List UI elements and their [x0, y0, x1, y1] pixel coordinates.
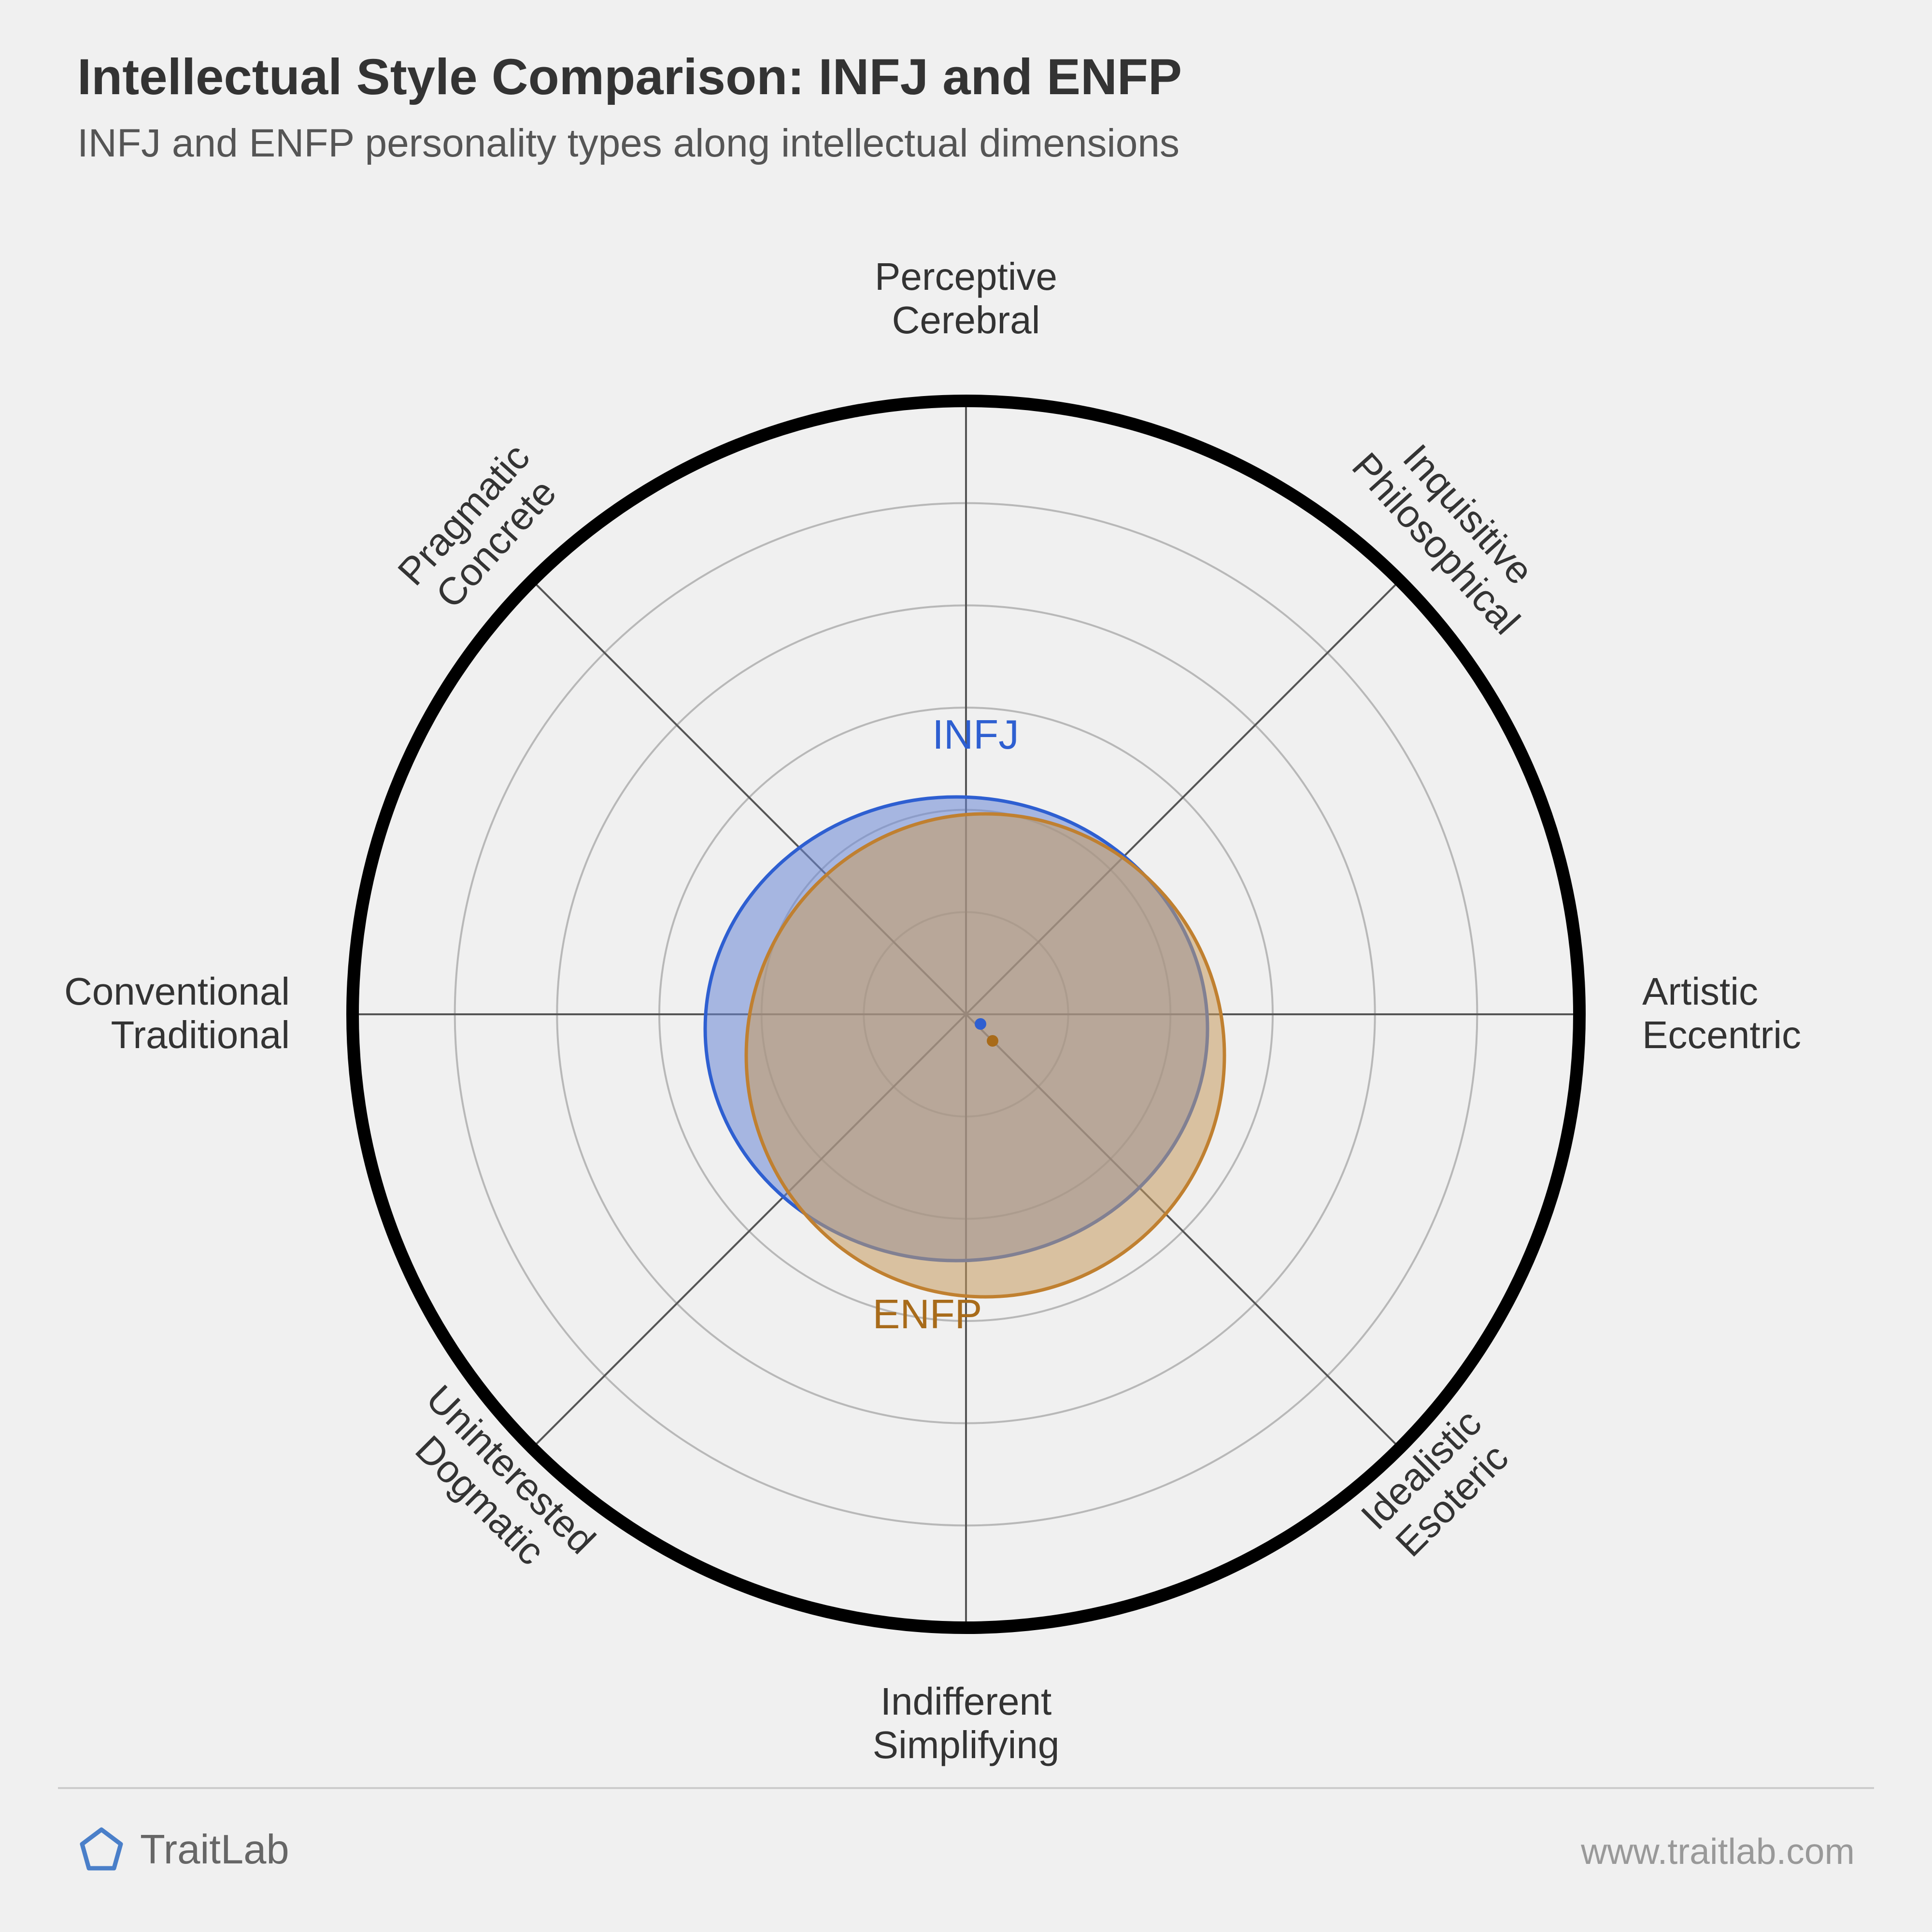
svg-text:Conventional: Conventional: [64, 970, 290, 1013]
chart-subtitle: INFJ and ENFP personality types along in…: [77, 121, 1179, 166]
page-root: Intellectual Style Comparison: INFJ and …: [0, 0, 1932, 1932]
svg-text:Eccentric: Eccentric: [1642, 1013, 1801, 1056]
brand-url: www.traitlab.com: [1581, 1831, 1855, 1872]
svg-text:Perceptive: Perceptive: [875, 255, 1057, 298]
brand-icon: [77, 1826, 126, 1874]
series-label-infj: INFJ: [932, 712, 1019, 758]
svg-text:Artistic: Artistic: [1642, 970, 1758, 1013]
axis-label: IndifferentSimplifying: [873, 1680, 1060, 1766]
axis-label: PerceptiveCerebral: [875, 255, 1057, 341]
brand-text: TraitLab: [140, 1826, 289, 1874]
axis-label: ConventionalTraditional: [64, 970, 290, 1056]
brand: TraitLab: [77, 1826, 289, 1874]
svg-text:Cerebral: Cerebral: [892, 298, 1040, 341]
svg-text:Indifferent: Indifferent: [881, 1680, 1051, 1723]
radar-chart: INFJ ENFP PerceptiveCerebral InquisitivePhi…: [0, 193, 1932, 1787]
chart-title: Intellectual Style Comparison: INFJ and …: [77, 48, 1182, 106]
axis-label: ArtisticEccentric: [1642, 970, 1801, 1056]
footer: TraitLab www.traitlab.com: [0, 1816, 1932, 1913]
svg-text:Simplifying: Simplifying: [873, 1723, 1060, 1766]
axis-label: PragmaticConcrete: [389, 435, 570, 622]
axis-label: InquisitivePhilosophical: [1344, 415, 1560, 642]
svg-text:Traditional: Traditional: [111, 1013, 290, 1056]
series-label-enfp: ENFP: [873, 1292, 982, 1337]
chart-area: INFJ ENFP PerceptiveCerebral InquisitivePhi…: [0, 193, 1932, 1787]
footer-divider: [58, 1787, 1874, 1789]
